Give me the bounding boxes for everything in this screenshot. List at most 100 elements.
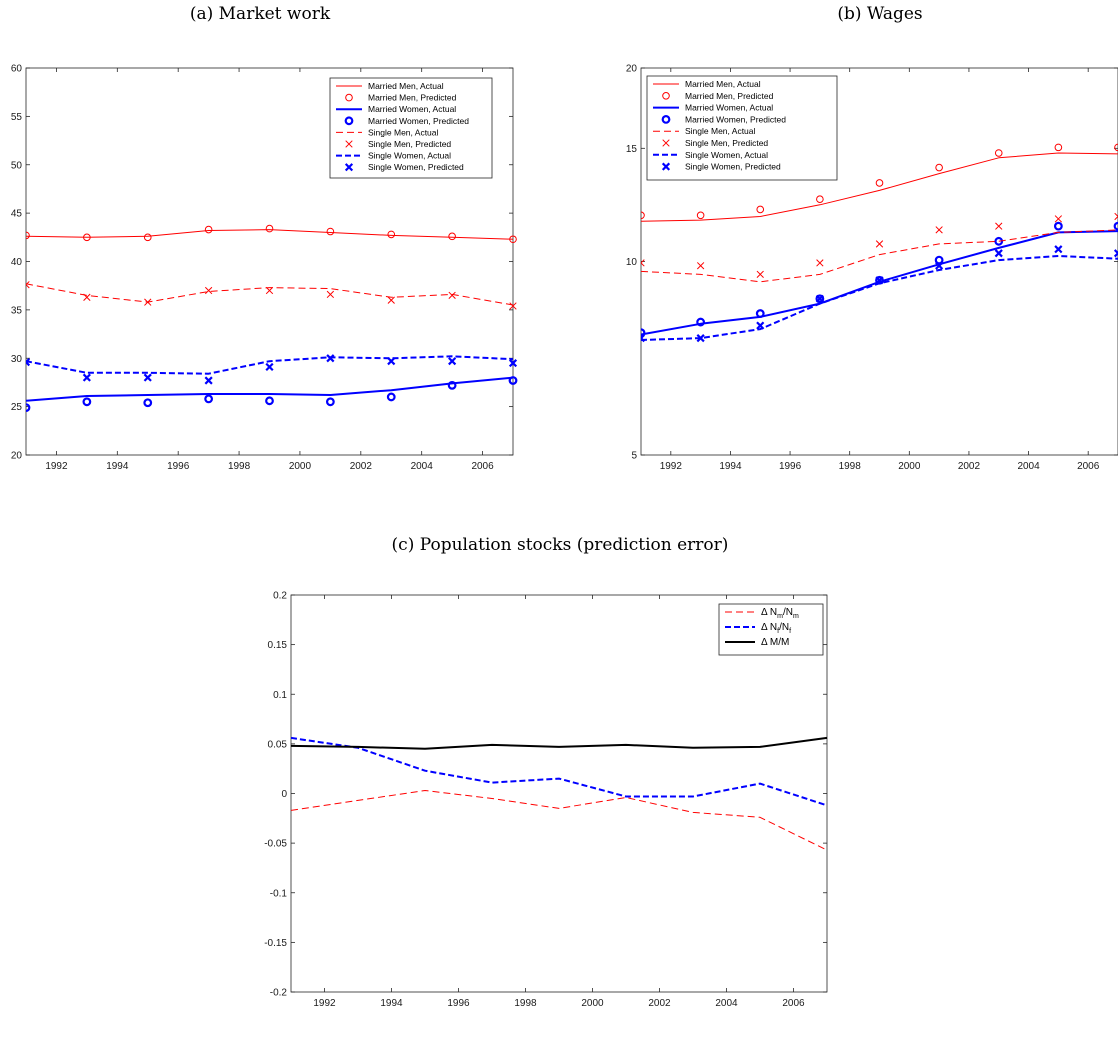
series-layer [641,143,1118,343]
point-single-men-predicted [509,302,517,310]
point-single-women-predicted [696,334,705,343]
legend-label-single-women-predicted: Single Women, Predicted [685,162,781,172]
legend: Δ Nm/Nm Δ Nf/Nf Δ M/M [718,603,824,656]
legend-label-single-women-actual: Single Women, Actual [685,150,768,160]
legend-marker-married-women-predicted [344,116,354,126]
point-single-men-predicted [1054,215,1063,223]
legend-label-married-women-actual: Married Women, Actual [685,103,773,113]
x-tick-label: 1998 [228,461,251,472]
point-single-women-predicted [448,357,457,366]
y-tick-label: 20 [11,451,23,462]
x-tick-label: 2004 [411,461,434,472]
point-married-women-predicted [325,397,335,407]
x-tick-label: 1998 [514,998,537,1009]
legend-label-n-f-n-f: Δ Nf/Nf [761,622,791,635]
point-single-men-predicted [1114,212,1118,221]
y-tick-label: 35 [11,305,23,316]
point-single-women-predicted [641,334,646,343]
y-tick-label: 50 [11,160,23,171]
y-tick-label: 45 [11,209,23,220]
y-tick-label: 30 [11,354,23,365]
point-single-men-predicted [26,281,30,289]
point-married-women-predicted [447,380,457,390]
point-married-men-predicted [326,227,335,236]
legend-label-single-men-predicted: Single Men, Predicted [368,139,451,149]
point-married-men-predicted [509,235,517,244]
point-married-women-predicted [204,394,214,404]
point-married-men-predicted [994,149,1003,157]
y-tick-label: 0.2 [273,591,287,602]
y-tick-label: 0.15 [268,640,288,651]
x-tick-label: 1996 [779,461,802,472]
point-married-men-predicted [1054,143,1063,152]
point-single-women-predicted [387,357,396,366]
legend-label-married-men-actual: Married Men, Actual [685,79,761,89]
series-layer [291,736,828,851]
legend-marker-single-women-predicted [344,163,354,172]
point-single-men-predicted [83,293,91,301]
series-line-single-women-actual [26,355,514,375]
point-married-men-predicted [26,231,30,240]
x-tick-label: 2000 [581,998,604,1009]
legend-box [329,77,493,179]
point-married-men-predicted [756,205,765,214]
point-single-men-predicted [875,240,884,248]
point-single-men-predicted [935,226,943,234]
x-tick-label: 1994 [719,461,742,472]
point-single-women-predicted [875,276,884,285]
x-tick-label: 2002 [350,461,373,472]
legend-label-married-women-predicted: Married Women, Predicted [368,116,469,126]
x-tick-label: 1998 [839,461,862,472]
series-line-m-m [291,736,828,750]
y-tick-label: 40 [11,257,23,268]
x-tick-label: 2000 [898,461,921,472]
legend-marker-single-men-predicted [345,140,353,148]
point-married-men-predicted [816,195,824,204]
point-married-women-predicted [26,403,31,412]
point-married-women-predicted [755,309,765,318]
x-tick-label: 1994 [106,461,129,472]
x-tick-label: 2006 [782,998,805,1009]
point-single-women-predicted [265,362,274,372]
x-tick-label: 2004 [715,998,738,1009]
x-tick-label: 2004 [1017,461,1040,472]
point-single-women-predicted [82,373,91,382]
chart-panel-c: 1992 1994 1996 1998 2000 2002 2004 2006 -0.2 -0.1… [264,591,828,1009]
legend-marker-married-men-predicted [345,93,353,102]
point-single-men-predicted [265,286,274,295]
x-tick-label: 2002 [648,998,671,1009]
legend-label-single-women-predicted: Single Women, Predicted [368,162,464,172]
point-married-men-predicted [641,211,645,220]
point-single-women-predicted [204,376,213,385]
point-married-women-predicted [508,376,518,385]
point-married-men-predicted [935,163,943,172]
x-tick-label: 1994 [380,998,403,1009]
point-single-men-predicted [326,290,335,299]
point-single-women-predicted [994,249,1003,258]
point-single-men-predicted [756,270,764,279]
x-tick-label: 1996 [167,461,190,472]
point-single-women-predicted [326,354,335,363]
point-single-men-predicted [144,298,152,306]
legend-label-m-m: Δ M/M [761,637,789,648]
y-tick-label: -0.1 [270,888,288,899]
point-single-men-predicted [448,291,456,300]
series-line-n-m-n-m [291,790,828,851]
point-married-women-predicted [696,317,706,327]
point-single-women-predicted [26,358,31,367]
point-married-women-predicted [143,398,153,408]
y-tick-label: -0.05 [264,839,287,850]
x-tick-label: 1996 [447,998,470,1009]
legend-label-n-m-n-m: Δ Nm/Nm [761,607,799,620]
caption-market-work: (a) Market work [189,4,331,24]
x-tick-label: 2002 [958,461,981,472]
y-tick-label: -0.15 [264,938,287,949]
caption-population-stocks: (c) Population stocks (prediction error) [391,535,729,555]
point-married-women-predicted [82,397,92,407]
x-tick-label: 2000 [289,461,312,472]
y-tick-label: 60 [11,64,23,75]
legend-label-married-women-predicted: Married Women, Predicted [685,114,786,124]
y-tick-label: 10 [626,257,638,268]
series-line-married-men-actual [641,152,1118,222]
